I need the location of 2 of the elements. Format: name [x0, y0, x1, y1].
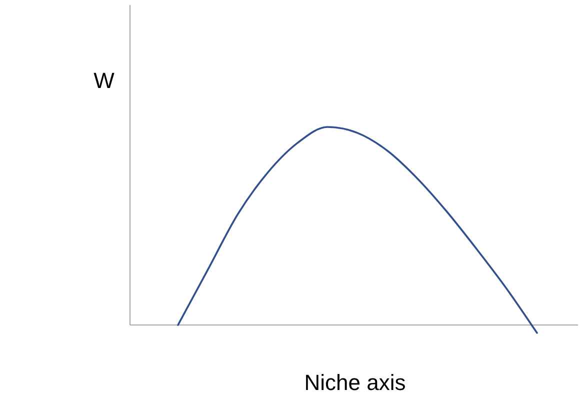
x-axis-title: Niche axis	[304, 370, 406, 395]
y-axis-title: W	[94, 68, 115, 93]
